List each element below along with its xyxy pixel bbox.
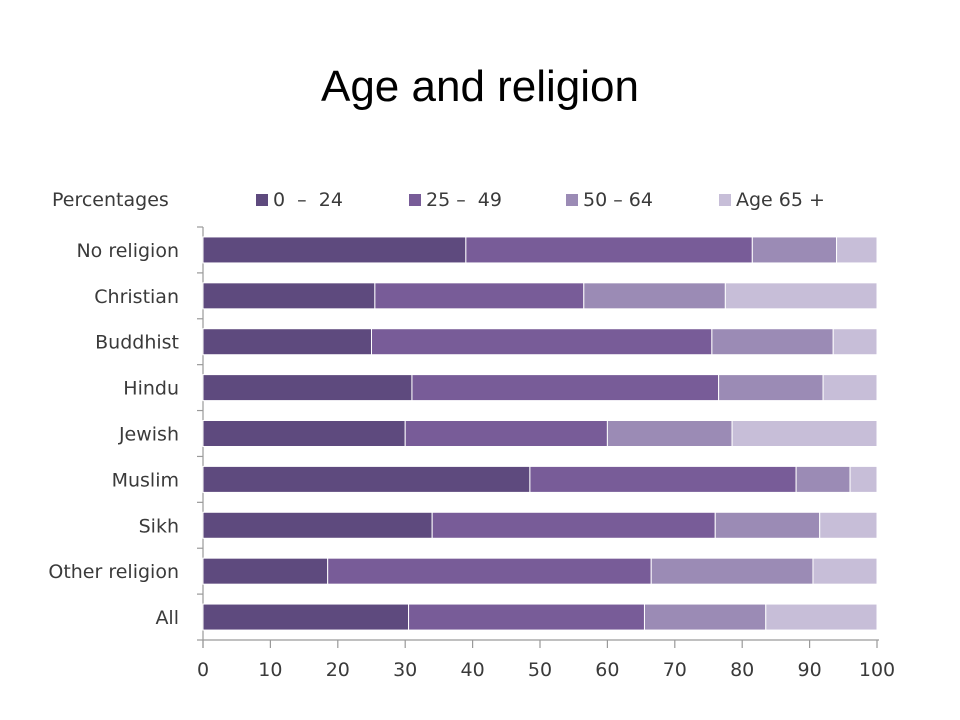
chart-title: Age and religion (320, 62, 639, 111)
bar-segment (650, 557, 814, 585)
bar-segment (202, 282, 376, 310)
bar-segment (819, 511, 878, 539)
bar-segment (374, 282, 585, 310)
x-tick-label: 30 (393, 659, 417, 681)
category-label: Other religion (48, 561, 179, 583)
bar-segment (812, 557, 878, 585)
legend-swatch (719, 194, 731, 206)
x-tick-label: 60 (595, 659, 619, 681)
x-tick-label: 100 (859, 659, 895, 681)
category-label: Muslim (112, 469, 179, 491)
x-tick-label: 10 (258, 659, 282, 681)
bars (202, 236, 878, 631)
x-tick-label: 0 (197, 659, 209, 681)
y-axis-label: Percentages (52, 189, 169, 211)
bar-segment (606, 420, 733, 447)
category-label: Buddhist (95, 332, 179, 354)
bar-segment (822, 374, 878, 402)
bar-segment (202, 236, 467, 264)
x-tick-label: 50 (528, 659, 552, 681)
x-tick-label: 40 (461, 659, 485, 681)
bar-segment (408, 603, 645, 631)
legend-label: Age 65 + (736, 189, 825, 211)
bar-segment (714, 511, 821, 539)
category-label: No religion (76, 240, 179, 262)
bar-segment (583, 282, 726, 310)
legend-swatch (256, 194, 268, 206)
category-label: All (155, 607, 179, 629)
bar-segment (724, 282, 878, 310)
legend-swatch (566, 194, 578, 206)
bar-segment (643, 603, 767, 631)
bar-segment (202, 374, 413, 402)
bar-segment (849, 465, 878, 493)
bar-segment (404, 420, 608, 447)
bar-segment (465, 236, 753, 264)
legend-label: 25 – 49 (426, 189, 502, 211)
bar-segment (327, 557, 652, 585)
x-tick-label: 20 (326, 659, 350, 681)
bar-segment (836, 236, 878, 264)
category-label: Sikh (139, 515, 179, 537)
bar-segment (202, 511, 433, 539)
category-label: Christian (94, 286, 179, 308)
bar-segment (202, 420, 406, 447)
bar-segment (832, 328, 878, 356)
x-tick-label: 80 (730, 659, 754, 681)
category-labels: No religion Christian Buddhist Hindu Jewish M… (48, 240, 179, 629)
bar-segment (202, 465, 531, 493)
category-label: Jewish (118, 424, 179, 446)
category-label: Hindu (123, 378, 179, 400)
bar-segment (795, 465, 851, 493)
bar-segment (202, 328, 372, 356)
bar-segment (431, 511, 716, 539)
legend-swatch (409, 194, 421, 206)
bar-segment (529, 465, 797, 493)
bar-segment (765, 603, 878, 631)
bar-segment (371, 328, 713, 356)
bar-segment (411, 374, 720, 402)
x-tick-labels: 0 10 20 30 40 50 60 70 80 90 100 (197, 659, 895, 681)
x-tick-label: 90 (798, 659, 822, 681)
legend: 0 – 24 25 – 49 50 – 64 Age 65 + (256, 189, 825, 211)
bar-segment (718, 374, 824, 402)
bar-segment (751, 236, 838, 264)
bar-segment (202, 557, 329, 585)
legend-label: 0 – 24 (273, 189, 343, 211)
bar-segment (202, 603, 410, 631)
x-tick-label: 70 (663, 659, 687, 681)
legend-label: 50 – 64 (583, 189, 653, 211)
bar-segment (731, 420, 878, 447)
bar-segment (711, 328, 834, 356)
